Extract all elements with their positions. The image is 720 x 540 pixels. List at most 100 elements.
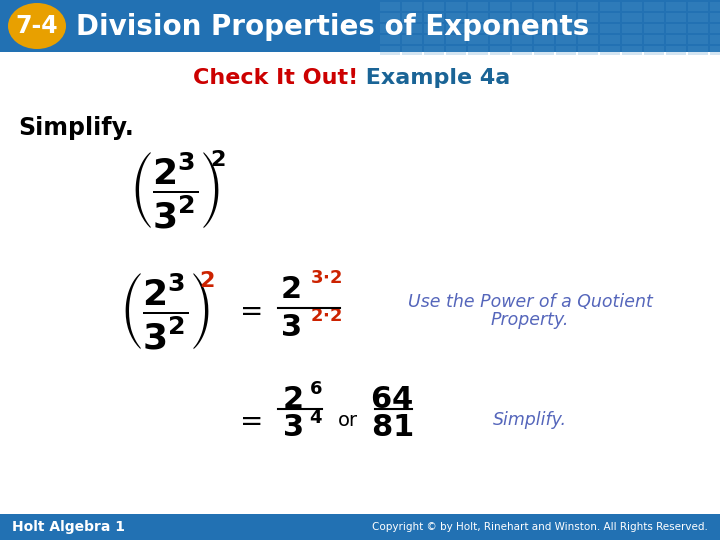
- Bar: [688, 35, 708, 44]
- Bar: [468, 24, 488, 33]
- Text: Check It Out!: Check It Out!: [193, 68, 358, 88]
- Bar: [490, 46, 510, 55]
- Text: $\mathbf{3{\cdot}2}$: $\mathbf{3{\cdot}2}$: [310, 269, 342, 287]
- Text: $=$: $=$: [234, 296, 262, 324]
- Bar: [446, 2, 466, 11]
- Bar: [380, 24, 400, 33]
- Bar: [380, 46, 400, 55]
- Bar: [622, 24, 642, 33]
- Text: $\mathbf{2}$: $\mathbf{2}$: [282, 384, 302, 414]
- Bar: [424, 46, 444, 55]
- Text: Simplify.: Simplify.: [18, 116, 134, 140]
- Text: or: or: [338, 410, 358, 429]
- Bar: [534, 24, 554, 33]
- Bar: [556, 35, 576, 44]
- Text: $\mathbf{81}$: $\mathbf{81}$: [371, 414, 413, 442]
- Text: Property.: Property.: [491, 311, 570, 329]
- Bar: [446, 24, 466, 33]
- Bar: [424, 24, 444, 33]
- Bar: [468, 35, 488, 44]
- Bar: [710, 35, 720, 44]
- Text: Use the Power of a Quotient: Use the Power of a Quotient: [408, 293, 652, 311]
- Text: Division Properties of Exponents: Division Properties of Exponents: [76, 13, 589, 41]
- Text: $\left(\dfrac{\mathbf{2}^{\mathbf{3}}}{\mathbf{3}^{\mathbf{2}}}\right)$: $\left(\dfrac{\mathbf{2}^{\mathbf{3}}}{\…: [120, 269, 210, 350]
- Bar: [424, 13, 444, 22]
- Bar: [380, 13, 400, 22]
- Bar: [622, 2, 642, 11]
- Bar: [534, 13, 554, 22]
- Text: $\left(\dfrac{\mathbf{2}^{\mathbf{3}}}{\mathbf{3}^{\mathbf{2}}}\right)$: $\left(\dfrac{\mathbf{2}^{\mathbf{3}}}{\…: [130, 150, 220, 231]
- Bar: [666, 2, 686, 11]
- Bar: [644, 35, 664, 44]
- Bar: [688, 46, 708, 55]
- Bar: [380, 35, 400, 44]
- Bar: [534, 2, 554, 11]
- Bar: [578, 13, 598, 22]
- Bar: [578, 2, 598, 11]
- Bar: [490, 24, 510, 33]
- Bar: [644, 13, 664, 22]
- Text: $\mathbf{2}$: $\mathbf{2}$: [199, 271, 215, 291]
- Bar: [446, 13, 466, 22]
- Bar: [0, 514, 720, 540]
- Text: $\mathbf{64}$: $\mathbf{64}$: [371, 384, 413, 414]
- Text: $\mathbf{6}$: $\mathbf{6}$: [309, 380, 323, 398]
- Bar: [600, 24, 620, 33]
- Bar: [512, 13, 532, 22]
- Bar: [710, 2, 720, 11]
- Bar: [424, 2, 444, 11]
- Bar: [534, 46, 554, 55]
- Bar: [666, 13, 686, 22]
- Bar: [512, 46, 532, 55]
- Text: $=$: $=$: [234, 406, 262, 434]
- Bar: [666, 35, 686, 44]
- Bar: [556, 13, 576, 22]
- Bar: [468, 46, 488, 55]
- Text: Holt Algebra 1: Holt Algebra 1: [12, 520, 125, 534]
- Bar: [402, 2, 422, 11]
- Bar: [512, 24, 532, 33]
- Bar: [578, 46, 598, 55]
- Bar: [512, 2, 532, 11]
- Text: $\mathbf{4}$: $\mathbf{4}$: [309, 409, 323, 427]
- Bar: [666, 24, 686, 33]
- Bar: [556, 2, 576, 11]
- Bar: [600, 35, 620, 44]
- Bar: [578, 24, 598, 33]
- Text: $\mathbf{2{\cdot}2}$: $\mathbf{2{\cdot}2}$: [310, 307, 342, 325]
- Bar: [600, 2, 620, 11]
- Text: Example 4a: Example 4a: [358, 68, 510, 88]
- Bar: [468, 13, 488, 22]
- Bar: [402, 35, 422, 44]
- Text: Simplify.: Simplify.: [493, 411, 567, 429]
- Bar: [666, 46, 686, 55]
- Bar: [556, 24, 576, 33]
- Bar: [688, 24, 708, 33]
- Text: 7-4: 7-4: [16, 14, 58, 38]
- Bar: [710, 46, 720, 55]
- Bar: [402, 24, 422, 33]
- Text: $\mathbf{2}$: $\mathbf{2}$: [280, 274, 300, 303]
- Bar: [688, 13, 708, 22]
- Bar: [622, 46, 642, 55]
- Bar: [534, 35, 554, 44]
- Bar: [402, 46, 422, 55]
- Bar: [468, 2, 488, 11]
- Ellipse shape: [8, 3, 66, 49]
- Bar: [600, 46, 620, 55]
- Bar: [446, 46, 466, 55]
- Text: $\mathbf{2}$: $\mathbf{2}$: [210, 150, 226, 170]
- Bar: [0, 0, 720, 52]
- Bar: [490, 35, 510, 44]
- Bar: [490, 2, 510, 11]
- Text: Copyright © by Holt, Rinehart and Winston. All Rights Reserved.: Copyright © by Holt, Rinehart and Winsto…: [372, 522, 708, 532]
- Bar: [710, 13, 720, 22]
- Text: $\mathbf{3}$: $\mathbf{3}$: [282, 414, 302, 442]
- Bar: [710, 24, 720, 33]
- Bar: [446, 35, 466, 44]
- Bar: [600, 13, 620, 22]
- Bar: [556, 46, 576, 55]
- Bar: [512, 35, 532, 44]
- Bar: [644, 24, 664, 33]
- Bar: [380, 2, 400, 11]
